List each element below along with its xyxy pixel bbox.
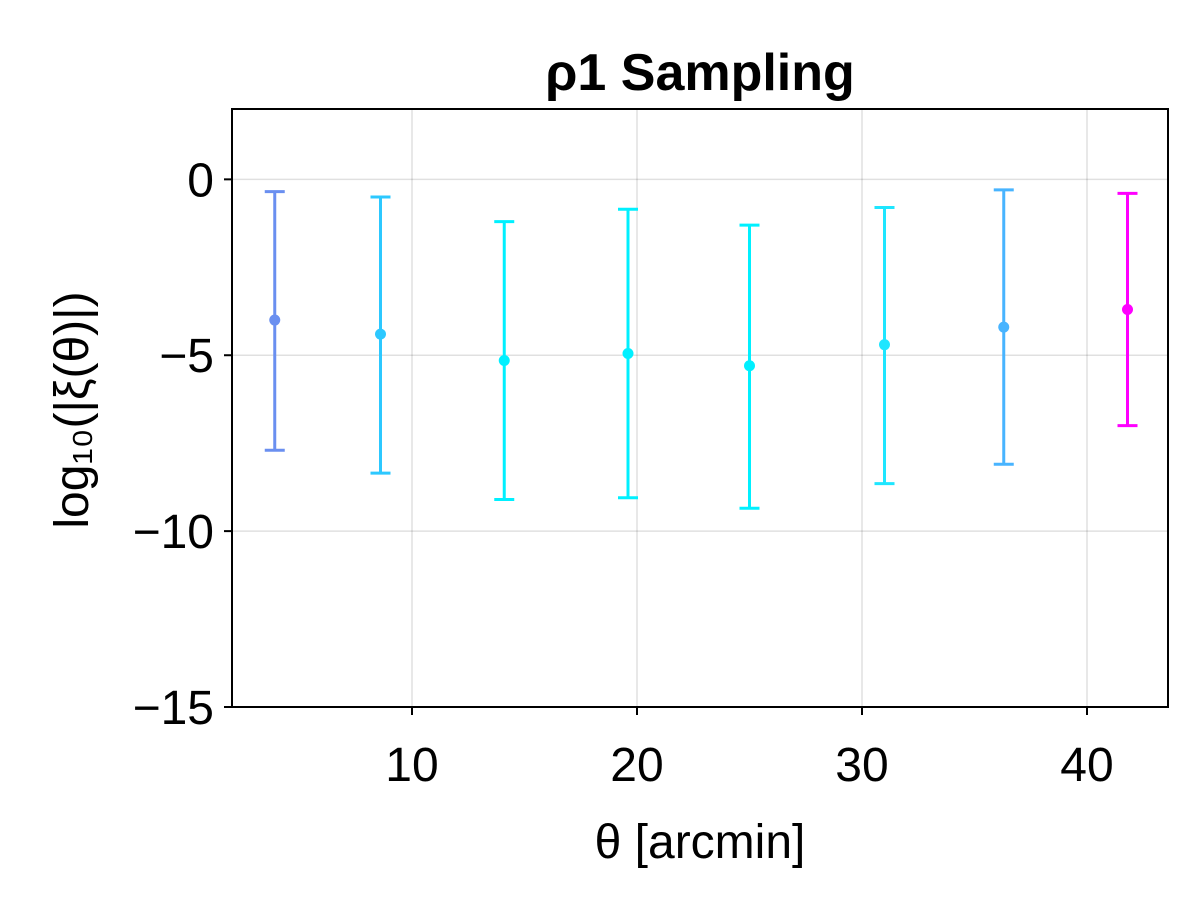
data-point-marker (622, 347, 634, 359)
data-point-marker (998, 321, 1010, 333)
data-point-marker (375, 328, 386, 340)
data-point-marker (269, 314, 281, 326)
error-bar-point (739, 223, 760, 510)
x-tick-label: 40 (1060, 739, 1113, 792)
y-axis-ticks: −15 −10 −5 0 (133, 154, 232, 735)
x-tick-label: 20 (610, 739, 663, 792)
error-bar-point (264, 190, 285, 452)
y-tick-label: 0 (187, 154, 214, 207)
x-tick-label: 30 (835, 739, 888, 792)
x-axis-label: θ [arcmin] (595, 816, 806, 869)
y-tick-label: −15 (133, 682, 214, 735)
chart-title: ρ1 Sampling (545, 44, 855, 102)
y-axis-label: log₁₀(|ξ(θ)|) (46, 291, 99, 528)
error-bar-point (993, 188, 1014, 466)
y-tick-label: −10 (133, 506, 214, 559)
error-bar-point (1117, 191, 1138, 428)
grid (232, 109, 1168, 708)
data-point-marker (744, 360, 755, 372)
y-tick-label: −5 (159, 330, 214, 383)
data-points (264, 188, 1138, 510)
data-point-marker (879, 339, 890, 351)
error-bar-point (370, 195, 391, 475)
data-point-marker (498, 355, 510, 367)
error-bar-point (874, 205, 895, 486)
plot-frame (231, 108, 1169, 708)
x-axis-ticks: 10 20 30 40 (385, 707, 1114, 792)
error-bar-point (494, 220, 515, 501)
data-point-marker (1122, 304, 1133, 316)
error-bar-point (618, 207, 638, 500)
x-tick-label: 10 (385, 739, 438, 792)
